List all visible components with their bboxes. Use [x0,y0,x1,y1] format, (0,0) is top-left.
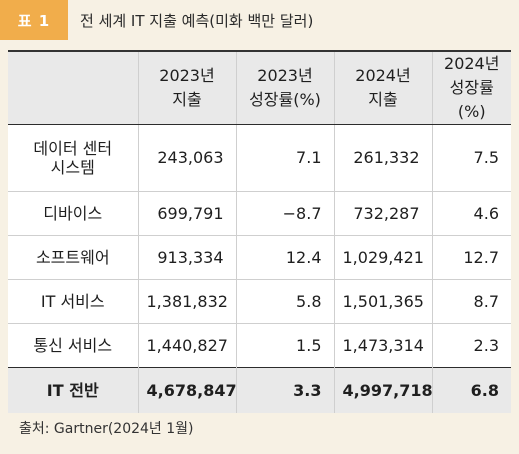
cell-spend-2024: 1,473,314 [334,323,433,368]
total-spend-2024: 4,997,718 [334,367,433,413]
cell-growth-2023: 12.4 [236,235,335,280]
table-total-row: IT 전반 4,678,847 3.3 4,997,718 6.8 [8,367,511,413]
cell-growth-2023: −8.7 [236,191,335,236]
header-spend-2023: 2023년 지출 [138,52,237,125]
total-growth-2023: 3.3 [236,367,335,413]
table-row: 소프트웨어 913,334 12.4 1,029,421 12.7 [8,235,511,280]
row-label: 통신 서비스 [8,323,139,368]
cell-growth-2023: 1.5 [236,323,335,368]
table-title: 전 세계 IT 지출 예측(미화 백만 달러) [80,11,314,30]
cell-spend-2023: 913,334 [138,235,237,280]
cell-spend-2024: 732,287 [334,191,433,236]
table-row: 디바이스 699,791 −8.7 732,287 4.6 [8,191,511,236]
cell-growth-2024: 8.7 [432,279,511,324]
cell-spend-2023: 1,440,827 [138,323,237,368]
total-label: IT 전반 [8,367,139,413]
table-number-badge: 표 1 [0,0,68,40]
cell-spend-2024: 1,029,421 [334,235,433,280]
header-growth-2024: 2024년 성장률(%) [432,52,511,125]
cell-spend-2023: 243,063 [138,124,237,192]
cell-growth-2023: 5.8 [236,279,335,324]
it-spending-table: 2023년 지출 2023년 성장률(%) 2024년 지출 2024년 성장률… [8,52,511,413]
table-row: 통신 서비스 1,440,827 1.5 1,473,314 2.3 [8,323,511,368]
cell-growth-2024: 7.5 [473,148,499,168]
cell-spend-2023: 699,791 [138,191,237,236]
cell-growth-2024: 2.3 [432,323,511,368]
table-header-row: 2023년 지출 2023년 성장률(%) 2024년 지출 2024년 성장률… [8,52,511,125]
table-row: IT 서비스 1,381,832 5.8 1,501,365 8.7 [8,279,511,324]
cell-growth-2023: 7.1 [236,124,335,192]
header-growth-2023: 2023년 성장률(%) [236,52,335,125]
data-table-container: 2023년 지출 2023년 성장률(%) 2024년 지출 2024년 성장률… [8,50,511,413]
cell-spend-2024: 261,332 [334,124,433,192]
row-label: IT 서비스 [8,279,139,324]
row-label: 디바이스 [8,191,139,236]
total-growth-2024: 6.8 [432,367,511,413]
cell-spend-2023: 1,381,832 [138,279,237,324]
cell-spend-2024: 1,501,365 [334,279,433,324]
total-spend-2023: 4,678,847 [138,367,237,413]
cell-growth-2024: 4.6 [432,191,511,236]
row-label: 데이터 센터 시스템 [8,124,139,192]
table-row: 데이터 센터 시스템 243,063 7.1 261,332 7.5 [8,124,511,192]
cell-growth-2024: 12.7 [432,235,511,280]
header-category [8,52,139,125]
header-spend-2024: 2024년 지출 [334,52,433,125]
table-title-bar: 표 1 전 세계 IT 지출 예측(미화 백만 달러) [0,0,519,40]
source-note: 출처: Gartner(2024년 1월) [19,421,194,437]
row-label: 소프트웨어 [8,235,139,280]
